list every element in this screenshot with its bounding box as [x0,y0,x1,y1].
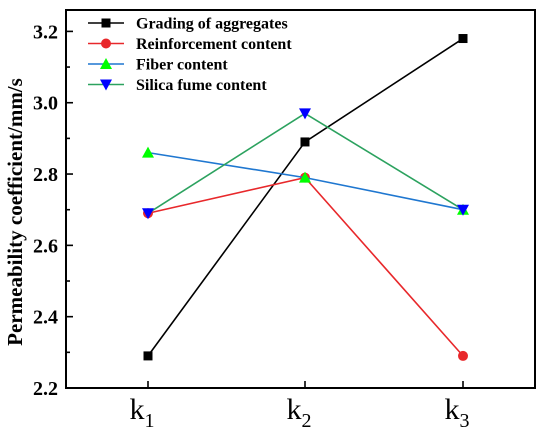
legend-item: Grading of aggregates [88,16,288,33]
legend-marker [101,38,111,49]
x-tick-label: k1 [130,393,155,432]
y-axis-label: Permeability coefficient/mm/s [3,78,27,346]
legend-item: Fiber content [88,57,228,74]
series-2 [142,146,469,215]
data-point [458,34,468,44]
legend-marker [100,79,112,91]
series-layer [142,34,469,361]
y-tick-label: 3.0 [33,93,58,115]
legend-item: Reinforcement content [88,36,292,53]
series-line [147,112,464,214]
legend-item: Silica fume content [88,77,267,94]
y-tick-label: 3.2 [33,21,58,43]
series-line [147,176,464,357]
legend-marker [101,18,111,28]
data-point [458,350,468,361]
y-tick-label: 2.2 [33,378,58,400]
x-tick-label: k3 [445,393,470,432]
legend-label: Fiber content [136,57,228,74]
y-tick-label: 2.4 [33,307,58,329]
legend-label: Reinforcement content [136,36,292,53]
data-point [300,137,310,147]
x-tick-label: k2 [287,393,312,432]
data-point [299,171,311,183]
legend-marker [100,58,112,69]
data-point [143,351,153,361]
legend-label: Grading of aggregates [136,16,288,33]
y-tick-label: 2.8 [33,164,58,186]
axis-layer: 2.2 2.4 2.6 2.8 3.0 3.2 k1 k2 k3 [33,9,536,432]
legend-label: Silica fume content [136,77,267,94]
legend: Grading of aggregates Reinforcement conte… [88,16,292,94]
y-tick-label: 2.6 [33,235,58,257]
plot-frame [65,9,536,389]
series-3 [142,108,469,220]
series-0 [143,34,468,361]
data-point [142,208,154,220]
data-point [142,146,154,158]
data-point [457,204,469,216]
data-point [299,108,311,120]
